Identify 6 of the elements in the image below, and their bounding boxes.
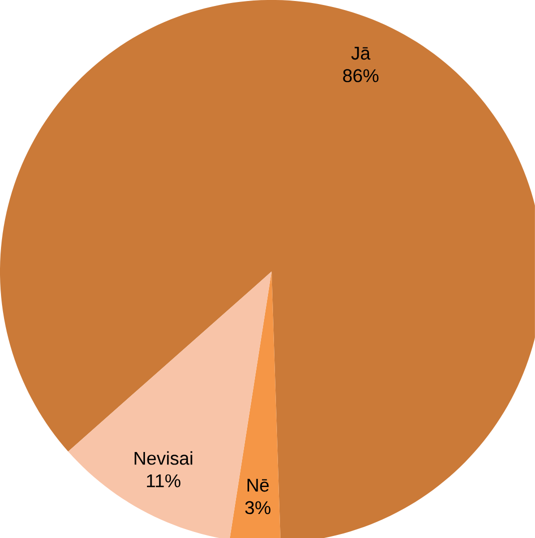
data-label: 11% xyxy=(147,474,180,488)
slice-label: Nevisai xyxy=(134,451,192,465)
slice-label: Jā xyxy=(351,46,370,60)
data-label: 86% xyxy=(343,69,378,82)
data-label: 3% xyxy=(245,501,270,514)
slice-label: Nē xyxy=(248,478,269,492)
